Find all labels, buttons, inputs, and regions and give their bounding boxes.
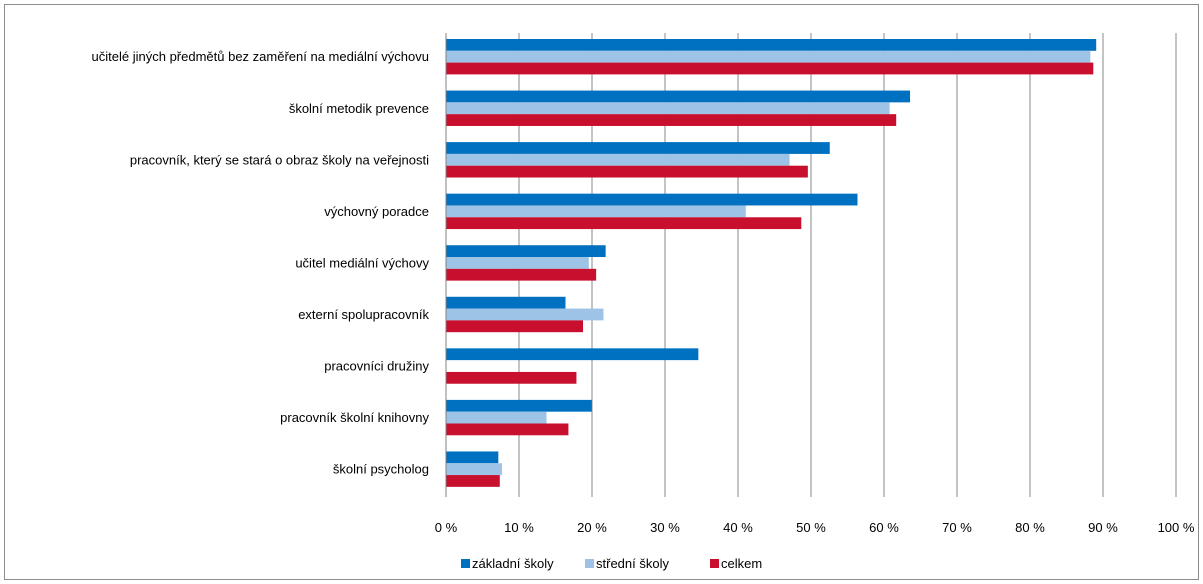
- category-labels: učitelé jiných předmětů bez zaměření na …: [92, 49, 430, 476]
- bar: [446, 371, 577, 384]
- bar: [446, 50, 1091, 63]
- bar: [446, 102, 890, 115]
- category-label: školní metodik prevence: [289, 101, 429, 116]
- category-label: učitelé jiných předmětů bez zaměření na …: [92, 49, 429, 64]
- bar: [446, 114, 897, 126]
- x-tick-label: 70 %: [942, 520, 972, 535]
- bar: [446, 399, 592, 412]
- legend-swatch: [461, 559, 470, 568]
- bar: [446, 320, 584, 333]
- bar: [446, 348, 699, 361]
- legend-swatch: [585, 559, 594, 568]
- bar: [446, 308, 604, 321]
- x-tick-label: 50 %: [796, 520, 826, 535]
- bar: [446, 296, 566, 309]
- legend-label: celkem: [721, 556, 762, 571]
- x-tick-label: 20 %: [577, 520, 607, 535]
- x-tick-label: 90 %: [1088, 520, 1118, 535]
- legend: základní školy střední školy celkem: [461, 556, 762, 571]
- bar: [446, 451, 499, 464]
- legend-label: střední školy: [596, 556, 669, 571]
- legend-swatch: [710, 559, 719, 568]
- bar: [446, 217, 802, 230]
- bar: [446, 463, 502, 476]
- bar: [446, 423, 569, 436]
- legend-label: základní školy: [472, 556, 554, 571]
- bar: [446, 153, 790, 166]
- bar: [446, 268, 597, 281]
- x-tick-label: 10 %: [504, 520, 534, 535]
- category-label: školní psycholog: [333, 462, 429, 477]
- bar: [446, 411, 547, 424]
- x-axis-ticks: 0 % 10 % 20 % 30 % 40 % 50 % 60 % 70 % 80 % 90 % 1…: [435, 520, 1195, 535]
- bars: [446, 39, 1097, 487]
- category-label: externí spolupracovník: [298, 307, 429, 322]
- category-label: učitel mediální výchovy: [295, 255, 429, 270]
- bar: [446, 142, 830, 154]
- x-tick-label: 0 %: [435, 520, 458, 535]
- bar: [446, 245, 606, 258]
- category-label: pracovníci družiny: [324, 359, 429, 374]
- x-tick-label: 100 %: [1158, 520, 1195, 535]
- bar: [446, 205, 746, 218]
- bar: [446, 475, 500, 487]
- bar: [446, 90, 911, 103]
- bar: [446, 257, 589, 269]
- category-label: pracovník školní knihovny: [280, 410, 429, 425]
- x-tick-label: 60 %: [869, 520, 899, 535]
- category-label: výchovný poradce: [324, 204, 429, 219]
- x-tick-label: 30 %: [650, 520, 680, 535]
- bar: [446, 39, 1097, 51]
- category-label: pracovník, který se stará o obraz školy …: [130, 152, 429, 167]
- bar: [446, 193, 858, 206]
- bar: [446, 165, 808, 178]
- x-tick-label: 80 %: [1015, 520, 1045, 535]
- x-tick-label: 40 %: [723, 520, 753, 535]
- bar: [446, 62, 1094, 75]
